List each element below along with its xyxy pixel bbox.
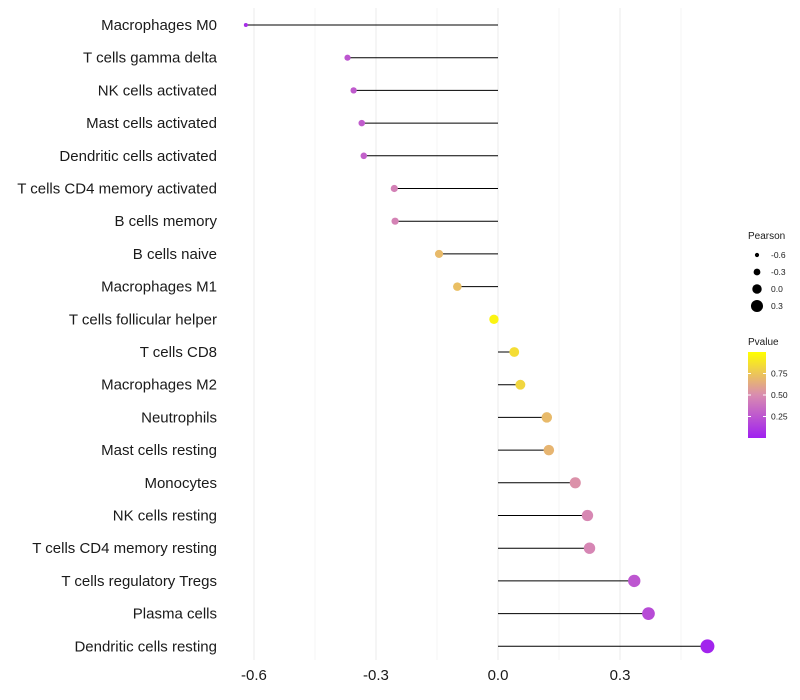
data-point — [360, 152, 368, 160]
data-point — [489, 314, 499, 324]
category-label: Plasma cells — [133, 606, 217, 623]
category-label: Macrophages M2 — [101, 377, 217, 394]
data-point — [358, 119, 366, 127]
size-legend-label: 0.0 — [771, 284, 783, 294]
data-point — [541, 412, 553, 423]
data-point — [390, 184, 398, 193]
data-point — [391, 217, 399, 225]
category-label: Mast cells resting — [101, 442, 217, 459]
color-legend-label: 0.25 — [771, 412, 788, 422]
category-label: Neutrophils — [141, 409, 217, 426]
size-legend-label: -0.3 — [771, 267, 786, 277]
data-point — [628, 574, 641, 588]
category-labels: Macrophages M0 T cells gamma delta NK cell… — [17, 17, 217, 655]
data-point — [515, 379, 526, 390]
size-legend-title: Pearson — [748, 231, 785, 242]
category-label: T cells CD4 memory activated — [17, 181, 217, 198]
x-tick-label: -0.3 — [363, 667, 389, 684]
color-legend-title: Pvalue — [748, 337, 779, 348]
data-point — [453, 282, 462, 291]
category-label: B cells memory — [114, 213, 217, 230]
category-label: T cells regulatory Tregs — [61, 573, 217, 590]
x-tick-label: 0.0 — [488, 667, 509, 684]
category-label: NK cells resting — [113, 508, 217, 525]
category-label: NK cells activated — [98, 82, 217, 99]
category-label: Macrophages M1 — [101, 279, 217, 296]
x-tick-label: -0.6 — [241, 667, 267, 684]
category-label: Dendritic cells activated — [59, 148, 217, 165]
data-point — [569, 477, 581, 489]
data-point — [350, 87, 357, 94]
category-label: Monocytes — [144, 475, 217, 492]
data-point — [581, 509, 594, 522]
size-legend-key — [754, 252, 760, 258]
data-point — [642, 607, 655, 620]
stem-layer — [245, 24, 708, 647]
data-point — [700, 639, 715, 654]
category-label: Dendritic cells resting — [74, 638, 217, 655]
size-legend-label: -0.6 — [771, 250, 786, 260]
data-point — [344, 54, 351, 61]
size-legend-key — [753, 268, 761, 276]
color-legend-label: 0.50 — [771, 390, 788, 400]
category-label: T cells follicular helper — [69, 311, 217, 328]
data-point — [434, 249, 444, 258]
category-label: T cells CD8 — [140, 344, 217, 361]
point-layer — [243, 23, 715, 654]
size-legend-label: 0.3 — [771, 301, 783, 311]
size-legend-key — [752, 284, 762, 294]
category-label: T cells CD4 memory resting — [32, 540, 217, 557]
data-point — [509, 347, 520, 357]
data-point — [583, 542, 596, 554]
color-legend-bar — [748, 352, 766, 438]
color-legend-label: 0.75 — [771, 369, 788, 379]
x-tick-label: 0.3 — [610, 667, 631, 684]
grid-layer — [253, 8, 682, 660]
category-label: T cells gamma delta — [83, 50, 218, 67]
category-label: Macrophages M0 — [101, 17, 217, 34]
legend: Pearson -0.6 -0.3 0.0 0.3 Pvalue 0.25 0.50 0.75 — [748, 231, 788, 438]
data-point — [543, 444, 555, 456]
x-axis-tick-labels: -0.6 -0.3 0.0 0.3 — [241, 667, 630, 684]
category-label: B cells naive — [133, 246, 217, 263]
size-legend-key — [750, 299, 764, 313]
category-label: Mast cells activated — [86, 115, 217, 132]
data-point — [243, 23, 248, 27]
